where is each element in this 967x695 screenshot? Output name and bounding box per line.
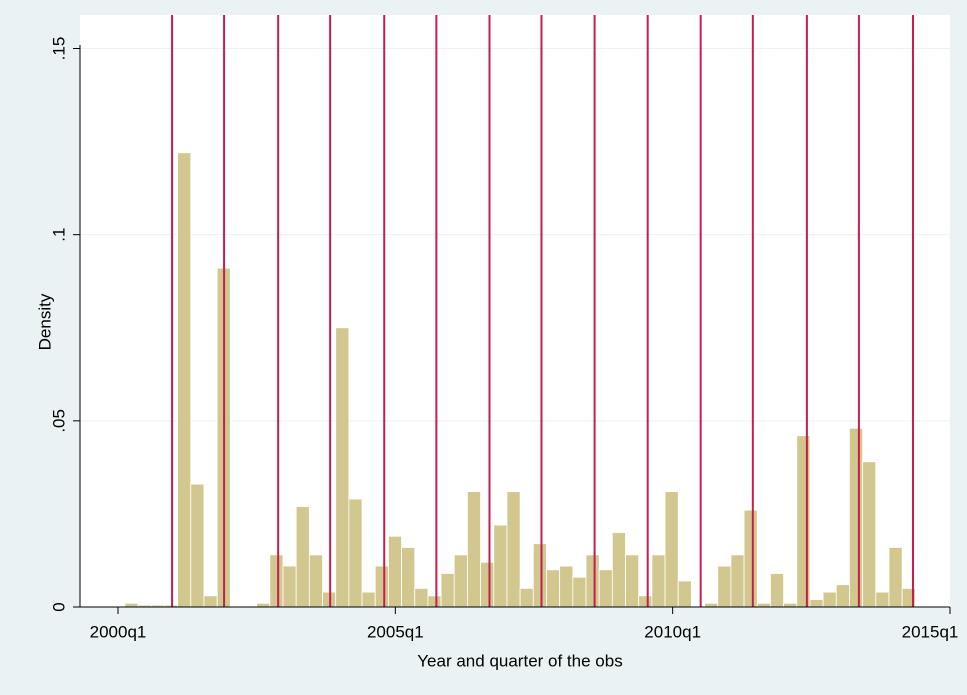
y-tick-label: .05 — [49, 409, 68, 433]
y-tick-label: .15 — [49, 37, 68, 61]
bar — [572, 576, 587, 608]
bar — [282, 565, 297, 608]
x-tick-label: 2010q1 — [644, 622, 701, 641]
bar — [835, 584, 850, 608]
bar — [361, 591, 376, 608]
bar — [770, 573, 784, 608]
bar — [467, 491, 482, 608]
bar — [822, 591, 837, 608]
x-axis-label: Year and quarter of the obs — [417, 651, 622, 670]
bar — [440, 573, 455, 608]
bar — [730, 554, 745, 608]
bar — [664, 491, 679, 608]
bar — [625, 554, 640, 608]
bar — [308, 554, 323, 608]
bar — [177, 152, 192, 608]
bar — [348, 498, 363, 608]
bar — [756, 602, 771, 608]
bar — [190, 483, 205, 608]
bar — [519, 587, 534, 608]
bar — [387, 535, 402, 608]
bar — [124, 602, 139, 608]
bar — [638, 595, 653, 608]
bar — [256, 602, 271, 608]
bar — [585, 554, 600, 608]
x-tick-label: 2000q1 — [90, 622, 147, 641]
bar — [783, 602, 798, 608]
x-tick-label: 2005q1 — [367, 622, 424, 641]
bar — [875, 591, 890, 608]
bar — [335, 327, 350, 608]
bar — [427, 595, 442, 608]
bar — [546, 569, 561, 608]
y-tick-label: 0 — [49, 602, 68, 611]
bar — [796, 435, 811, 608]
x-tick-label: 2015q1 — [902, 622, 959, 641]
bar — [611, 532, 626, 608]
bar — [414, 587, 429, 608]
bar — [717, 565, 732, 608]
bar — [559, 565, 574, 608]
bar — [809, 599, 824, 608]
bar — [704, 602, 719, 608]
bar — [322, 591, 337, 608]
bar — [598, 569, 613, 608]
bar — [849, 427, 864, 608]
bar — [888, 547, 903, 608]
bar — [480, 561, 495, 608]
bar — [269, 554, 284, 608]
bar — [374, 565, 389, 608]
bar — [532, 543, 547, 608]
bar — [401, 547, 416, 608]
y-axis-label: Density — [35, 293, 54, 350]
bar — [743, 509, 758, 608]
bar — [493, 524, 508, 608]
bar — [295, 506, 310, 608]
bar — [651, 554, 666, 608]
bar — [203, 595, 218, 608]
y-tick-label: .1 — [49, 228, 68, 242]
bar — [862, 461, 877, 608]
bar — [677, 580, 692, 608]
bar — [506, 491, 521, 608]
bar — [453, 554, 468, 608]
